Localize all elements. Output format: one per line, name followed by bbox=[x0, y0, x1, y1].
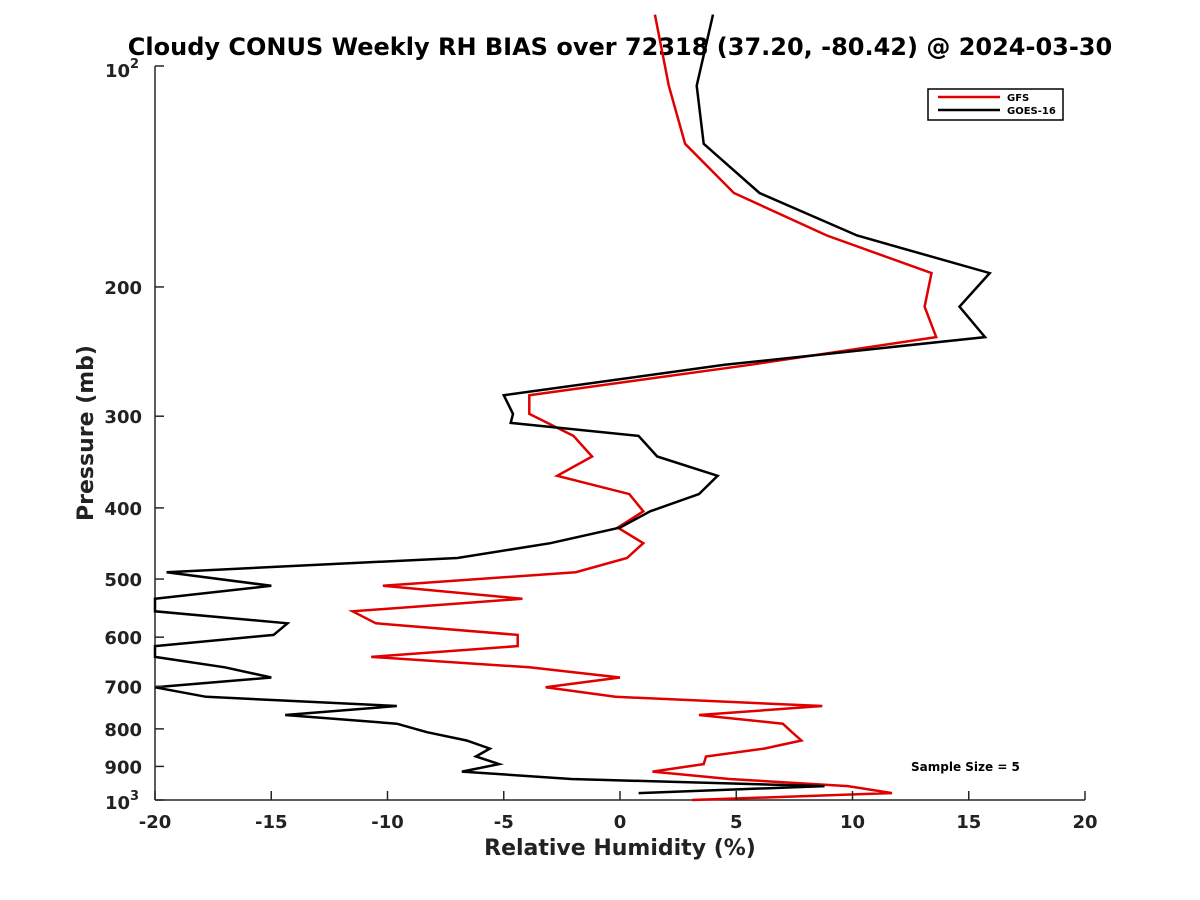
sample-size-annotation: Sample Size = 5 bbox=[911, 760, 1020, 774]
x-axis-label: Relative Humidity (%) bbox=[484, 836, 756, 861]
legend-label-goes16: GOES-16 bbox=[1007, 106, 1056, 117]
legend: GFS GOES-16 bbox=[927, 88, 1064, 121]
chart-title: Cloudy CONUS Weekly RH BIAS over 72318 (… bbox=[128, 33, 1112, 61]
x-tick-label: 0 bbox=[614, 812, 627, 833]
legend-label-gfs: GFS bbox=[1007, 93, 1029, 104]
y-tick-label: 600 bbox=[104, 628, 142, 649]
x-tick-label: -5 bbox=[494, 812, 514, 833]
y-tick-label: 500 bbox=[104, 570, 142, 591]
legend-box bbox=[927, 88, 1064, 121]
x-ticks: -20 -15 -10 -5 0 5 10 15 20 bbox=[139, 791, 1098, 833]
x-tick-label: -20 bbox=[139, 812, 172, 833]
series-layer bbox=[153, 14, 992, 802]
y-tick-label: 800 bbox=[104, 720, 142, 741]
x-tick-label: 5 bbox=[730, 812, 743, 833]
y-bottom-tick-label: 103 bbox=[105, 789, 139, 814]
y-tick-label: 400 bbox=[104, 499, 142, 520]
x-tick-label: 10 bbox=[840, 812, 865, 833]
y-tick-label: 200 bbox=[104, 278, 142, 299]
x-tick-label: -15 bbox=[255, 812, 288, 833]
y-tick-label: 300 bbox=[104, 407, 142, 428]
plot-area: -20 -15 -10 -5 0 5 10 15 20 200 300 400 500 600 700 80… bbox=[104, 14, 1098, 833]
x-tick-label: 20 bbox=[1072, 812, 1097, 833]
series-line-gfs bbox=[348, 14, 938, 802]
x-tick-label: -10 bbox=[371, 812, 404, 833]
y-axis-label: Pressure (mb) bbox=[74, 345, 99, 521]
y-ticks: 200 300 400 500 600 700 800 900 bbox=[104, 65, 164, 801]
y-tick-label: 700 bbox=[104, 677, 142, 698]
x-tick-label: 15 bbox=[956, 812, 981, 833]
y-tick-label: 900 bbox=[104, 757, 142, 778]
y-top-tick-label: 102 bbox=[105, 57, 139, 82]
series-line-goes-16 bbox=[153, 14, 992, 795]
